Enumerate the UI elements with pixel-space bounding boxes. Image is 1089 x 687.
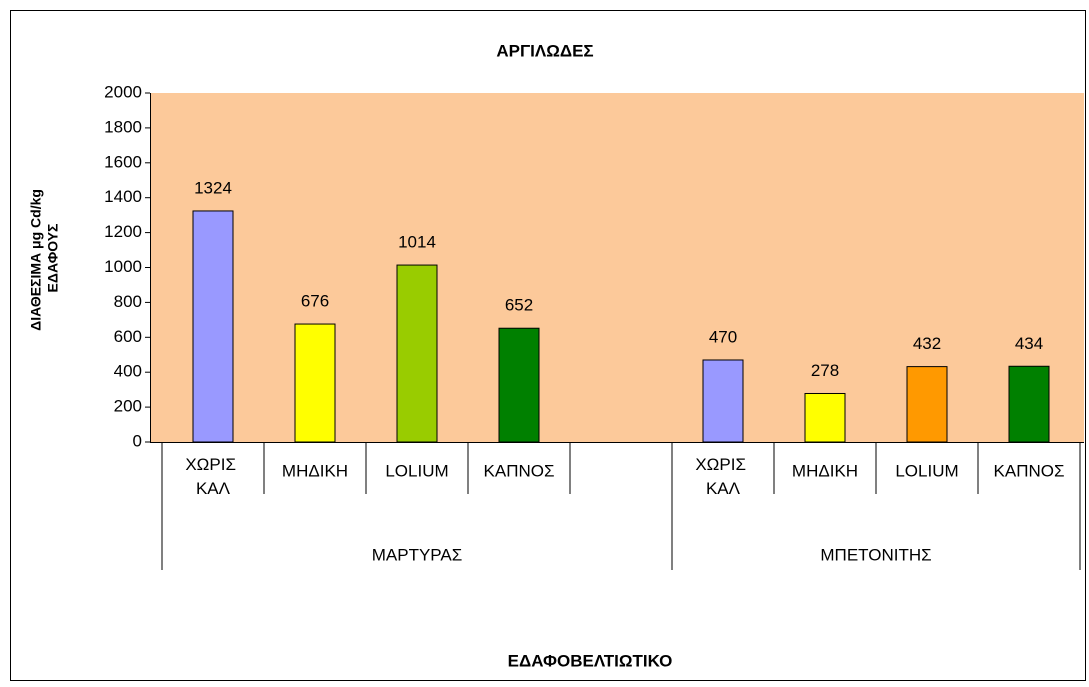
y-tick-label: 1800 bbox=[104, 117, 142, 136]
y-tick-label: 800 bbox=[114, 292, 142, 311]
data-label: 652 bbox=[505, 296, 533, 315]
data-label: 278 bbox=[811, 361, 839, 380]
data-label: 434 bbox=[1015, 334, 1043, 353]
data-label: 432 bbox=[913, 334, 941, 353]
group-label: ΜΠΕΤΟΝΙΤΗΣ bbox=[820, 545, 931, 564]
bar bbox=[294, 323, 336, 443]
y-tick-label: 1000 bbox=[104, 257, 142, 276]
bar bbox=[1008, 365, 1050, 443]
bar bbox=[192, 210, 234, 443]
x-tick-label: ΚΑΠΝΟΣ bbox=[994, 461, 1065, 480]
x-tick-label: LOLIUM bbox=[385, 461, 448, 480]
data-label: 1324 bbox=[194, 178, 232, 197]
y-tick-label: 200 bbox=[114, 397, 142, 416]
x-tick-label: LOLIUM bbox=[895, 461, 958, 480]
y-tick-label: 0 bbox=[133, 431, 142, 450]
bar bbox=[396, 264, 438, 443]
y-tick-label: 400 bbox=[114, 362, 142, 381]
bar bbox=[498, 327, 540, 443]
y-tick-label: 600 bbox=[114, 327, 142, 346]
x-axis-title: ΕΔΑΦΟΒΕΛΤΙΩΤΙΚΟ bbox=[508, 651, 673, 670]
y-axis-title: ΔΙΑΘΕΣΙΜΑ μg Cd/kg ΕΔΑΦΟΥΣ bbox=[27, 185, 60, 331]
bar bbox=[906, 366, 948, 443]
data-label: 470 bbox=[709, 327, 737, 346]
group-label: ΜΑΡΤΥΡΑΣ bbox=[372, 545, 463, 564]
x-tick-label: ΧΩΡΙΣ ΚΑΛ bbox=[185, 455, 240, 498]
data-label: 676 bbox=[301, 292, 329, 311]
y-tick-label: 1600 bbox=[104, 152, 142, 171]
y-tick-label: 2000 bbox=[104, 82, 142, 101]
x-tick-label: ΜΗΔΙΚΗ bbox=[792, 461, 858, 480]
x-tick-label: ΚΑΠΝΟΣ bbox=[484, 461, 555, 480]
bar bbox=[702, 359, 744, 443]
data-label: 1014 bbox=[398, 233, 436, 252]
y-tick-label: 1200 bbox=[104, 222, 142, 241]
x-tick-label: ΜΗΔΙΚΗ bbox=[282, 461, 348, 480]
bar bbox=[804, 392, 846, 443]
x-tick-label: ΧΩΡΙΣ ΚΑΛ bbox=[695, 455, 750, 498]
chart-title: ΑΡΓΙΛΩΔΕΣ bbox=[496, 41, 593, 60]
y-tick-label: 1400 bbox=[104, 187, 142, 206]
